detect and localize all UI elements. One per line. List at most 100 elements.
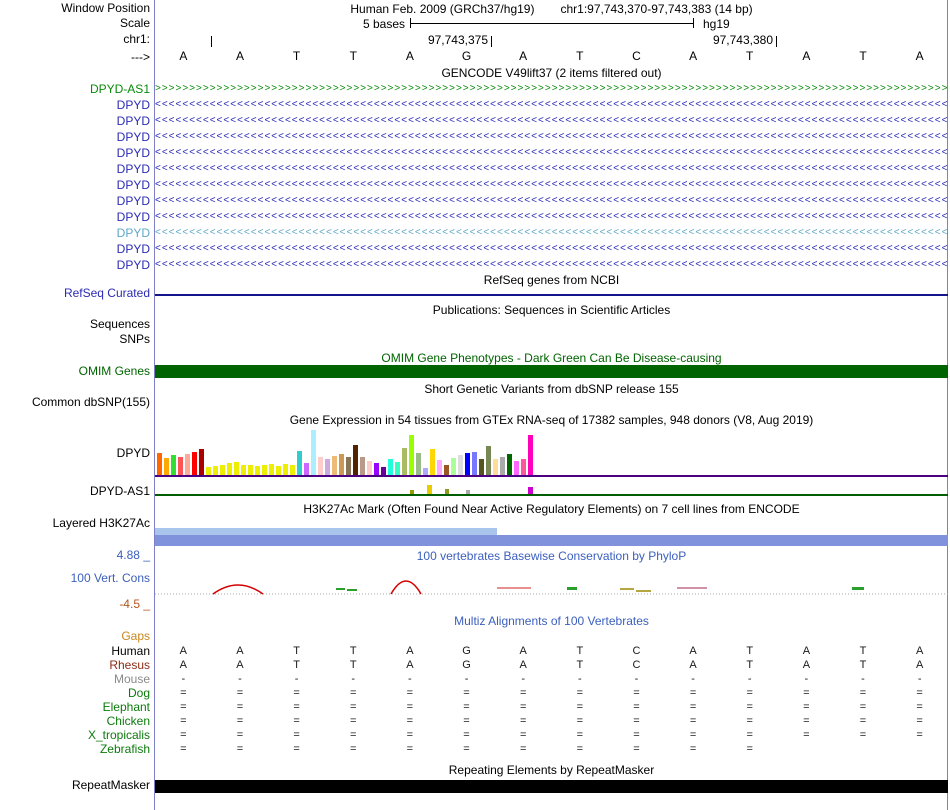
- gaps-label[interactable]: Gaps: [121, 629, 150, 643]
- species-label[interactable]: X_tropicalis: [87, 728, 150, 742]
- publications-title[interactable]: Publications: Sequences in Scientific Ar…: [432, 303, 671, 317]
- cons-title[interactable]: 100 vertebrates Basewise Conservation by…: [416, 549, 687, 563]
- alignment-base: -: [464, 673, 469, 685]
- alignment-base: =: [859, 715, 867, 727]
- refseq-curated-line[interactable]: [155, 294, 948, 296]
- alignment-row[interactable]: Chicken = = = = = = = = = = = = = =: [0, 714, 950, 728]
- dbsnp-title[interactable]: Short Genetic Variants from dbSNP releas…: [424, 382, 679, 396]
- alignment-row[interactable]: Dog = = = = = = = = = = = = = =: [0, 686, 950, 700]
- alignment-row[interactable]: Elephant = = = = = = = = = = = = = =: [0, 700, 950, 714]
- h3k27ac-label[interactable]: Layered H3K27Ac: [52, 516, 150, 530]
- cons-plot[interactable]: [155, 558, 948, 606]
- alignment-base: C: [632, 645, 641, 657]
- alignment-base: =: [350, 715, 357, 727]
- species-label[interactable]: Chicken: [106, 714, 150, 728]
- gtex-dpyd-track[interactable]: [155, 430, 948, 477]
- multiz-title[interactable]: Multiz Alignments of 100 Vertebrates: [454, 614, 649, 628]
- alignment-base: A: [236, 659, 244, 671]
- repeatmasker-title[interactable]: Repeating Elements by RepeatMasker: [448, 763, 655, 777]
- coordinate-tick: [211, 36, 212, 47]
- alignment-row[interactable]: Zebrafish = = = = = = = = = = =: [0, 742, 950, 756]
- omim-title[interactable]: OMIM Gene Phenotypes - Dark Green Can Be…: [381, 351, 722, 365]
- species-label[interactable]: Elephant: [102, 700, 150, 714]
- cons-track-label[interactable]: 100 Vert. Cons: [70, 571, 150, 585]
- gtex-dpyd-label[interactable]: DPYD: [116, 446, 150, 460]
- dbsnp-label[interactable]: Common dbSNP(155): [31, 395, 150, 409]
- gene-label[interactable]: DPYD-AS1: [89, 82, 150, 96]
- track-right-border: [947, 0, 948, 810]
- gtex-tissue-bar: [430, 449, 435, 475]
- alignment-row[interactable]: Human A A T T A G A T C A T A T A: [0, 644, 950, 658]
- gene-label[interactable]: DPYD: [116, 162, 150, 176]
- refseq-curated-label[interactable]: RefSeq Curated: [63, 286, 150, 300]
- gene-row[interactable]: DPYD <<<<<<<<<<<<<<<<<<<<<<<<<<<<<<<<<<<<…: [0, 209, 950, 225]
- coordinate-label: 97,743,380: [712, 33, 773, 47]
- alignment-base: T: [349, 659, 357, 671]
- gene-row[interactable]: DPYD-AS1 >>>>>>>>>>>>>>>>>>>>>>>>>>>>>>>>…: [0, 81, 950, 97]
- alignment-cells: = = = = = = = = = = = = = =: [155, 701, 948, 713]
- sequences-label[interactable]: Sequences: [89, 317, 150, 331]
- alignment-base: A: [519, 659, 527, 671]
- gtex-tissue-bar: [445, 489, 449, 494]
- alignment-base: =: [293, 687, 300, 699]
- h3k27ac-title[interactable]: H3K27Ac Mark (Often Found Near Active Re…: [303, 502, 800, 516]
- scale-assembly-text: hg19: [703, 17, 730, 31]
- gtex-tissue-bar: [410, 490, 414, 494]
- gene-label[interactable]: DPYD: [116, 258, 150, 272]
- gtex-tissue-bar: [213, 466, 218, 475]
- gene-row[interactable]: DPYD <<<<<<<<<<<<<<<<<<<<<<<<<<<<<<<<<<<<…: [0, 193, 950, 209]
- species-label[interactable]: Mouse: [113, 672, 150, 686]
- gene-label[interactable]: DPYD: [116, 114, 150, 128]
- alignment-base: =: [236, 729, 244, 741]
- alignment-base: =: [689, 729, 697, 741]
- gene-row[interactable]: DPYD <<<<<<<<<<<<<<<<<<<<<<<<<<<<<<<<<<<<…: [0, 113, 950, 129]
- gene-label[interactable]: DPYD: [116, 146, 150, 160]
- omim-genes-label[interactable]: OMIM Genes: [78, 364, 150, 378]
- h3k27ac-track[interactable]: [155, 527, 948, 548]
- alignment-row[interactable]: Mouse - - - - - - - - - - - - - -: [0, 672, 950, 686]
- gene-label[interactable]: DPYD: [116, 242, 150, 256]
- gene-label[interactable]: DPYD: [116, 178, 150, 192]
- gene-row[interactable]: DPYD <<<<<<<<<<<<<<<<<<<<<<<<<<<<<<<<<<<<…: [0, 129, 950, 145]
- alignment-base: =: [803, 715, 810, 727]
- repeatmasker-label[interactable]: RepeatMasker: [71, 778, 150, 792]
- gene-label[interactable]: DPYD: [116, 194, 150, 208]
- gene-label[interactable]: DPYD: [116, 210, 150, 224]
- refseq-title[interactable]: RefSeq genes from NCBI: [483, 273, 620, 287]
- alignment-row[interactable]: X_tropicalis = = = = = = = = = = = = = =: [0, 728, 950, 742]
- gtex-as1-baseline: [155, 494, 948, 496]
- alignment-base: =: [689, 687, 697, 699]
- gene-row[interactable]: DPYD <<<<<<<<<<<<<<<<<<<<<<<<<<<<<<<<<<<<…: [0, 241, 950, 257]
- gtex-tissue-bar: [269, 464, 274, 475]
- species-label[interactable]: Zebrafish: [99, 742, 150, 756]
- base-cell: T: [746, 49, 754, 63]
- gene-strand-arrows: <<<<<<<<<<<<<<<<<<<<<<<<<<<<<<<<<<<<<<<<…: [155, 211, 948, 222]
- species-label[interactable]: Rhesus: [109, 658, 150, 672]
- snps-label[interactable]: SNPs: [119, 332, 150, 346]
- alignment-base: =: [350, 701, 357, 713]
- repeatmasker-bar[interactable]: [155, 780, 948, 793]
- species-label[interactable]: Dog: [127, 686, 150, 700]
- gene-row[interactable]: DPYD <<<<<<<<<<<<<<<<<<<<<<<<<<<<<<<<<<<<…: [0, 161, 950, 177]
- alignment-base: A: [406, 659, 414, 671]
- species-label[interactable]: Human: [111, 644, 150, 658]
- gene-label[interactable]: DPYD: [116, 130, 150, 144]
- gene-label[interactable]: DPYD: [116, 98, 150, 112]
- gene-label[interactable]: DPYD: [116, 226, 150, 240]
- gene-row[interactable]: DPYD <<<<<<<<<<<<<<<<<<<<<<<<<<<<<<<<<<<<…: [0, 145, 950, 161]
- alignment-row[interactable]: Rhesus A A T T A G A T C A T A T A: [0, 658, 950, 672]
- gtex-dpyd-as1-label[interactable]: DPYD-AS1: [89, 484, 150, 498]
- gene-row[interactable]: DPYD <<<<<<<<<<<<<<<<<<<<<<<<<<<<<<<<<<<<…: [0, 97, 950, 113]
- gene-row[interactable]: DPYD <<<<<<<<<<<<<<<<<<<<<<<<<<<<<<<<<<<<…: [0, 225, 950, 241]
- gene-row[interactable]: DPYD <<<<<<<<<<<<<<<<<<<<<<<<<<<<<<<<<<<<…: [0, 177, 950, 193]
- alignment-base: =: [180, 743, 187, 755]
- gtex-title[interactable]: Gene Expression in 54 tissues from GTEx …: [289, 413, 814, 427]
- omim-genes-bar[interactable]: [155, 365, 948, 378]
- gencode-title[interactable]: GENCODE V49lift37 (2 items filtered out): [441, 66, 662, 80]
- gene-row[interactable]: DPYD <<<<<<<<<<<<<<<<<<<<<<<<<<<<<<<<<<<<…: [0, 257, 950, 273]
- alignment-base: A: [179, 659, 187, 671]
- alignment-cells: = = = = = = = = = = =: [155, 743, 948, 755]
- gtex-dpyd-as1-track[interactable]: [155, 484, 948, 496]
